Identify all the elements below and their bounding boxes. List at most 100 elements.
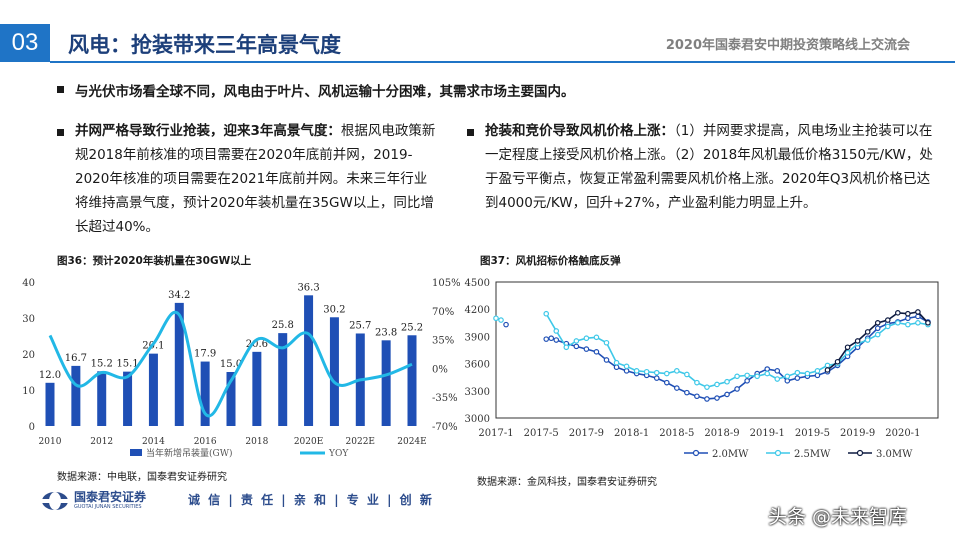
price-point: [824, 367, 831, 373]
bar-value-label: 15.2: [91, 358, 113, 369]
legend-label-yoy: YOY: [328, 449, 349, 459]
legend-marker: [856, 449, 864, 457]
bar-value-label: 30.2: [323, 304, 345, 315]
price-line-2.5MW: [495, 313, 929, 389]
price-point: [653, 369, 660, 376]
bar: [148, 353, 158, 426]
bar: [304, 295, 314, 426]
price-point: [854, 338, 861, 344]
y-left-tick-label: 0: [29, 422, 35, 433]
bar-value-label: 15.0: [220, 359, 242, 370]
legend-label-bar: 当年新增吊装量(GW): [146, 447, 232, 459]
price-point: [804, 370, 811, 377]
bar-value-label: 25.2: [401, 322, 423, 333]
brand-name: 国泰君安证券: [74, 490, 147, 504]
bar: [381, 340, 391, 426]
bar: [226, 372, 236, 426]
y-tick-label: 4500: [465, 278, 490, 289]
event-title: 2020年国泰君安中期投资策略线上交流会: [665, 38, 910, 53]
price-point: [915, 313, 921, 320]
price-point: [774, 376, 781, 382]
bar-value-label: 17.9: [194, 349, 216, 360]
bar: [278, 333, 288, 426]
price-point: [874, 331, 881, 338]
brand-logo: 国泰君安证券 GUOTAI JUNAN SECURITIES: [40, 489, 146, 513]
price-point: [895, 319, 901, 326]
price-point: [874, 319, 881, 326]
bullet-square: [467, 129, 474, 136]
legend-marker: [774, 449, 782, 457]
y-left-tick-label: 40: [22, 278, 35, 289]
left-paragraph-body: 根据风电政策新规2018年前核准的项目需要在2020年底前并网，2019-202…: [75, 123, 436, 235]
price-point: [915, 319, 921, 326]
price-point: [684, 389, 690, 396]
price-point: [613, 364, 620, 371]
bar-value-label: 36.3: [297, 282, 319, 293]
bar: [174, 302, 184, 426]
price-point: [814, 368, 821, 374]
x-tick-label: 2019-9: [840, 428, 875, 439]
y-tick-label: 4200: [465, 305, 490, 316]
y-right-tick-label: 35%: [432, 336, 454, 347]
right-paragraph: 抢装和竞价导致风机价格上涨：（1）并网要求提高，风电场业主抢装可以在一定程度上接…: [485, 119, 937, 215]
price-point: [884, 323, 891, 330]
price-point: [814, 372, 821, 379]
x-tick-label: 2010: [39, 437, 62, 447]
fig37-title: 图37：风机招标价格触底反弹: [480, 255, 621, 267]
section-number: 03: [0, 24, 50, 62]
price-point: [623, 363, 630, 370]
left-paragraph-heading: 并网严格导致行业抢装，迎来3年高景气度：: [75, 123, 341, 139]
watermark: 头条 @未来智库: [768, 506, 908, 528]
price-point: [784, 378, 791, 384]
bar: [200, 361, 210, 426]
y-right-tick-label: 105%: [432, 278, 460, 289]
legend-label: 3.0MW: [876, 449, 913, 460]
price-point: [874, 325, 881, 332]
bar: [71, 365, 81, 426]
y-right-tick-label: -70%: [432, 422, 458, 433]
price-point: [724, 391, 730, 398]
brand-name-en: GUOTAI JUNAN SECURITIES: [74, 504, 142, 510]
price-point: [603, 339, 610, 346]
bar: [329, 317, 339, 426]
x-tick-label: 2024E: [397, 437, 426, 447]
price-line-2.0MW: [546, 315, 929, 400]
y-right-tick-label: 0%: [432, 364, 448, 375]
price-point: [704, 396, 710, 402]
price-point: [844, 344, 851, 351]
price-point: [694, 393, 700, 400]
x-tick-label: 2012: [90, 437, 113, 447]
price-point: [925, 319, 931, 326]
price-point: [915, 309, 921, 315]
bar-value-label: 25.8: [272, 320, 294, 331]
price-point: [905, 321, 911, 328]
price-point: [583, 346, 590, 352]
x-tick-label: 2018-5: [659, 428, 694, 439]
bar: [97, 371, 107, 426]
bar: [252, 351, 262, 426]
bar-value-label: 12.0: [39, 370, 61, 381]
x-tick-label: 2014: [142, 437, 165, 447]
price-point: [684, 371, 690, 378]
price-point: [794, 375, 801, 381]
bar-value-label: 15.1: [116, 359, 138, 370]
price-point: [663, 379, 670, 386]
bar: [407, 335, 417, 426]
x-tick-label: 2017-9: [569, 428, 604, 439]
price-point: [864, 329, 871, 335]
price-point: [864, 337, 871, 343]
bar-value-label: 16.7: [65, 353, 87, 364]
bar-value-label: 23.8: [375, 327, 397, 338]
bullet-square: [57, 129, 64, 136]
x-tick-label: 2020E: [294, 437, 323, 447]
price-point: [493, 315, 499, 322]
price-point: [744, 372, 750, 379]
plot-frame: [495, 281, 939, 419]
price-point: [734, 386, 740, 392]
price-point: [714, 395, 720, 401]
yoy-line: [48, 310, 413, 418]
price-point: [844, 349, 851, 356]
price-point: [754, 373, 760, 380]
bar-value-label: 25.7: [349, 320, 371, 331]
bar-value-label: 20.1: [142, 341, 164, 352]
